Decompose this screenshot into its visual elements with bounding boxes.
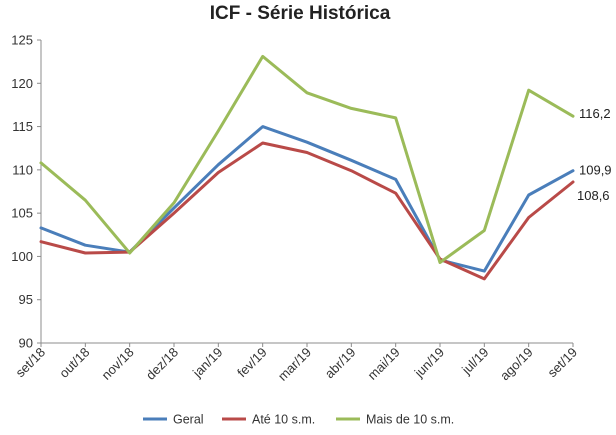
x-tick-label: out/18 (56, 345, 92, 381)
x-tick-label: jan/19 (189, 345, 225, 381)
legend-label: Até 10 s.m. (252, 413, 315, 427)
x-tick-label: nov/18 (99, 345, 137, 383)
legend: Geral Até 10 s.m. Mais de 10 s.m. (143, 413, 454, 427)
end-labels: 109,9 108,6 116,2 (577, 106, 612, 203)
y-tick-label: 100 (11, 249, 33, 264)
y-tick-label: 105 (11, 206, 33, 221)
y-tick-label: 125 (11, 33, 33, 48)
y-tick-label: 115 (12, 119, 33, 134)
x-tick-label: dez/18 (143, 345, 181, 383)
x-tick-label: set/19 (544, 345, 580, 381)
x-tick-label: mar/19 (275, 345, 314, 384)
end-label: 108,6 (577, 188, 610, 203)
y-tick-label: 90 (19, 336, 33, 351)
x-tick-label: jul/19 (458, 345, 491, 378)
series-layer (39, 54, 575, 281)
legend-label: Geral (173, 413, 204, 427)
chart-title: ICF - Série Histórica (210, 3, 391, 24)
x-tick-label: mai/19 (365, 345, 403, 383)
series-line (39, 54, 575, 264)
x-tick-label: jun/19 (411, 345, 447, 381)
x-tick-label: ago/19 (497, 345, 536, 384)
end-label: 109,9 (579, 163, 612, 178)
x-tick-label: abr/19 (322, 345, 359, 382)
y-tick-label: 120 (11, 76, 33, 91)
y-tick-label: 110 (12, 162, 33, 177)
y-tick-label: 95 (19, 292, 33, 307)
x-tick-label: fev/19 (234, 345, 270, 381)
legend-label: Mais de 10 s.m. (366, 413, 454, 427)
end-label: 116,2 (579, 106, 611, 121)
